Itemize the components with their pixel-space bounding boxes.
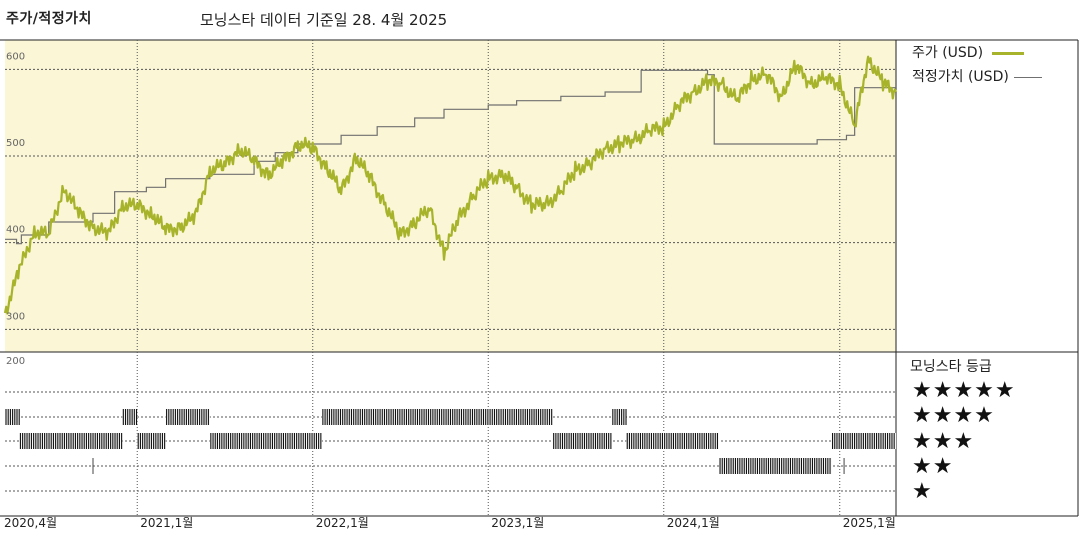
- legend-fair-value-swatch: [1014, 76, 1043, 78]
- legend-price-label: 주가 (USD): [912, 45, 984, 61]
- chart-title: 주가/적정가치: [6, 11, 92, 27]
- y-tick-label: 200: [6, 356, 25, 367]
- price-plot-area: [5, 40, 896, 352]
- x-tick-label: 2021,1월: [140, 516, 193, 530]
- price-line: [3, 55, 897, 315]
- rating-bar-3-stars: [19, 433, 123, 449]
- x-tick-label: 2022,1월: [316, 516, 369, 530]
- rating-level-5-stars: ★★★★★: [912, 378, 1016, 403]
- rating-bar-4-stars: [165, 409, 210, 425]
- rating-level-2-stars: ★★: [912, 454, 954, 479]
- rating-bar-4-stars: [611, 409, 627, 425]
- rating-bar-3-stars: [209, 433, 322, 449]
- x-tick-label: 2020,4월: [4, 516, 57, 530]
- x-tick-label: 2025,1월: [843, 516, 896, 530]
- rating-level-4-stars: ★★★★: [912, 403, 995, 428]
- y-tick-label: 500: [6, 138, 25, 149]
- legend-fair-value-label: 적정가치 (USD): [912, 69, 1009, 85]
- rating-bar-4-stars: [321, 409, 553, 425]
- rating-bar-3-stars: [626, 433, 720, 449]
- rating-bar-2-stars: [719, 458, 832, 474]
- rating-bar-3-stars: [831, 433, 896, 449]
- y-tick-label: 400: [6, 225, 25, 236]
- rating-panel-title: 모닝스타 등급: [910, 359, 992, 375]
- rating-bar-3-stars: [137, 433, 166, 449]
- legend-price-swatch: [991, 51, 1024, 55]
- chart-subtitle: 모닝스타 데이터 기준일 28. 4월 2025: [200, 11, 448, 29]
- fair-value-line: [5, 69, 896, 245]
- rating-level-1-star: ★: [912, 479, 933, 504]
- legend-price: 주가 (USD): [912, 42, 1024, 62]
- y-tick-label: 600: [6, 51, 25, 62]
- x-tick-label: 2024,1월: [667, 516, 720, 530]
- x-tick-label: 2023,1월: [491, 516, 544, 530]
- y-tick-label: 300: [6, 311, 25, 322]
- rating-bar-4-stars: [122, 409, 138, 425]
- rating-bar-3-stars: [552, 433, 612, 449]
- rating-level-3-stars: ★★★: [912, 429, 975, 454]
- rating-bar-5-stars: [5, 409, 20, 425]
- legend-fair-value: 적정가치 (USD): [912, 66, 1043, 86]
- rating-bar-bg: [165, 409, 210, 425]
